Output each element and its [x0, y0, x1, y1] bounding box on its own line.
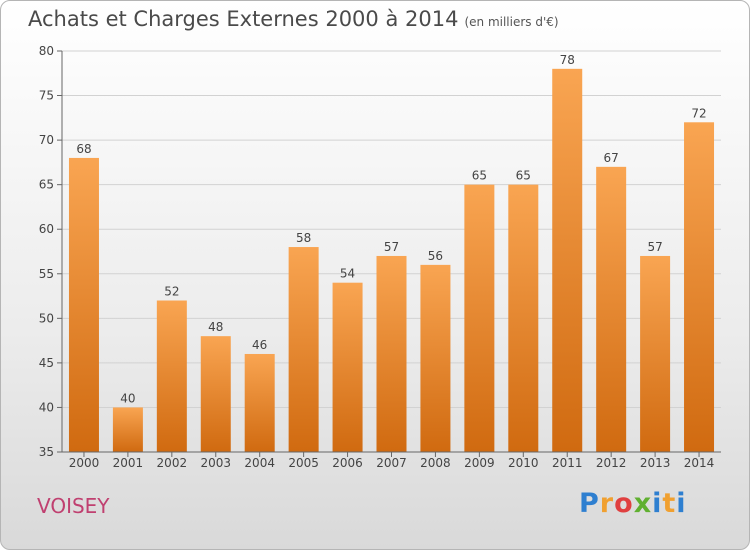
data-label: 48 — [208, 320, 223, 334]
data-label: 57 — [647, 240, 662, 254]
x-tick-label: 2009 — [464, 456, 495, 470]
y-tick-label: 35 — [39, 445, 54, 459]
y-tick-label: 45 — [39, 356, 54, 370]
x-tick-label: 2014 — [684, 456, 715, 470]
data-label: 54 — [340, 267, 355, 281]
bar-2004[interactable] — [244, 353, 275, 452]
title-text: Achats et Charges Externes 2000 à 2014 — [28, 7, 459, 31]
chart-subtitle: (en milliers d'€) — [464, 15, 559, 29]
bars — [68, 68, 715, 453]
x-tick-label: 2012 — [596, 456, 627, 470]
bar-2010[interactable] — [508, 184, 539, 452]
logo-letter: t — [662, 488, 677, 519]
x-tick-label: 2013 — [640, 456, 671, 470]
data-label: 72 — [691, 106, 706, 120]
logo-letter: r — [599, 488, 615, 519]
x-tick-label: 2004 — [244, 456, 275, 470]
data-label: 78 — [560, 53, 575, 67]
logo-letter: i — [676, 488, 687, 519]
y-tick-label: 80 — [39, 44, 54, 58]
data-label: 56 — [428, 249, 443, 263]
x-tick-label: 2005 — [288, 456, 319, 470]
y-tick-label: 65 — [39, 178, 54, 192]
axes — [57, 50, 721, 457]
bar-2000[interactable] — [68, 157, 99, 452]
labels: 35 40 45 50 55 60 65 70 75 80 68 2000 40 2001 52 2002 48… — [39, 44, 715, 470]
y-tick-label: 55 — [39, 267, 54, 281]
data-label: 40 — [120, 391, 135, 405]
y-tick-label: 75 — [39, 89, 54, 103]
x-tick-label: 2002 — [157, 456, 188, 470]
data-label: 65 — [472, 169, 487, 183]
y-tick-label: 40 — [39, 400, 54, 414]
data-label: 52 — [164, 285, 179, 299]
data-label: 46 — [252, 338, 267, 352]
x-tick-label: 2008 — [420, 456, 451, 470]
bar-2001[interactable] — [112, 407, 143, 452]
x-tick-label: 2006 — [332, 456, 363, 470]
bar-2007[interactable] — [376, 255, 407, 452]
chart-title: Achats et Charges Externes 2000 à 2014 (e… — [28, 7, 559, 31]
data-label: 67 — [604, 151, 619, 165]
bar-2008[interactable] — [420, 264, 451, 452]
x-tick-label: 2003 — [200, 456, 231, 470]
bar-2003[interactable] — [200, 336, 231, 452]
x-tick-label: 2010 — [508, 456, 539, 470]
bar-2013[interactable] — [640, 255, 671, 452]
data-label: 58 — [296, 231, 311, 245]
data-label: 57 — [384, 240, 399, 254]
data-label: 65 — [516, 169, 531, 183]
y-tick-label: 60 — [39, 222, 54, 236]
bar-2002[interactable] — [156, 300, 187, 452]
logo-letter: i — [652, 488, 663, 519]
x-tick-label: 2007 — [376, 456, 407, 470]
logo-letter: P — [579, 488, 600, 519]
logo-letter: x — [633, 488, 653, 519]
x-tick-label: 2001 — [113, 456, 144, 470]
bar-2005[interactable] — [288, 247, 319, 452]
bar-2006[interactable] — [332, 282, 363, 452]
commune-name: VOISEY — [37, 494, 110, 518]
logo-letter: o — [614, 488, 634, 519]
data-label: 68 — [76, 142, 91, 156]
bar-2014[interactable] — [684, 122, 715, 453]
bar-2011[interactable] — [552, 68, 583, 453]
y-tick-label: 50 — [39, 311, 54, 325]
bar-2009[interactable] — [464, 184, 495, 452]
y-tick-label: 70 — [39, 133, 54, 147]
x-tick-label: 2000 — [69, 456, 100, 470]
proxiti-logo[interactable]: Proxiti — [579, 488, 687, 519]
x-tick-label: 2011 — [552, 456, 583, 470]
bar-2012[interactable] — [596, 166, 627, 452]
